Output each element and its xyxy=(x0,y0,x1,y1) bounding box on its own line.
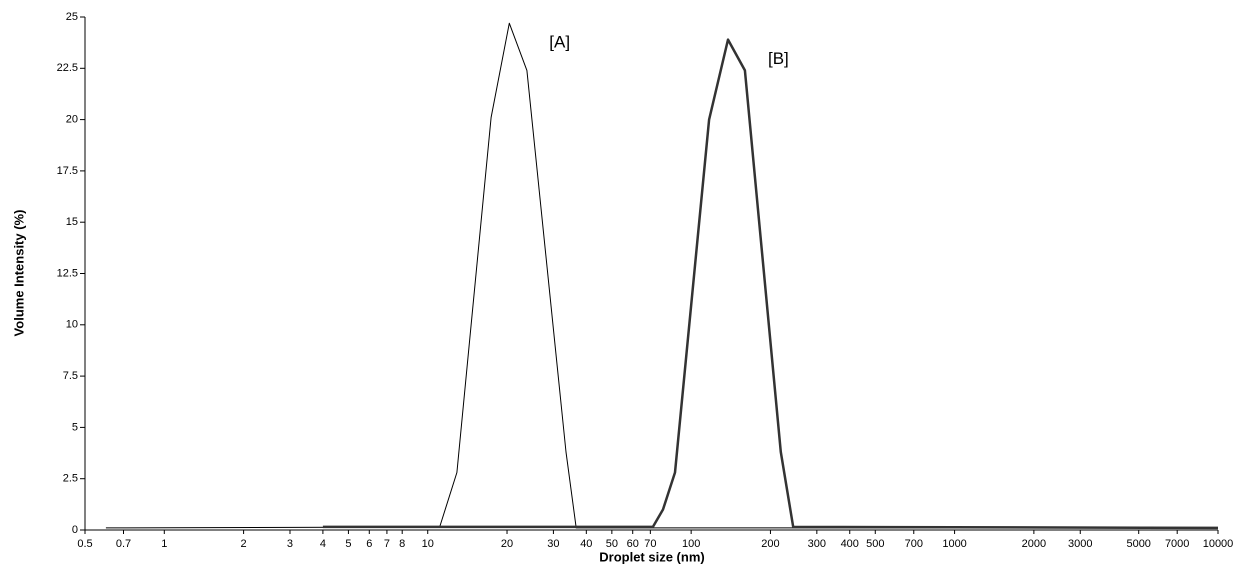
x-tick-label: 400 xyxy=(841,538,859,550)
y-axis-title: Volume Intensity (%) xyxy=(11,210,26,337)
x-tick-label: 5000 xyxy=(1126,538,1150,550)
line-series xyxy=(105,22,1218,529)
x-tick-label: 4 xyxy=(320,538,326,550)
y-tick-label: 22.5 xyxy=(57,62,78,74)
y-tick-label: 15 xyxy=(66,216,78,228)
y-tick-label: 0 xyxy=(72,524,78,536)
x-tick-label: 2000 xyxy=(1022,538,1046,550)
x-tick-label: 1 xyxy=(161,538,167,550)
y-tick-label: 10 xyxy=(66,319,78,331)
x-tick-label: 7000 xyxy=(1165,538,1189,550)
x-tick-label: 7 xyxy=(384,538,390,550)
x-tick-label: 60 xyxy=(627,538,639,550)
x-tick-label: 500 xyxy=(866,538,884,550)
y-tick-label: 12.5 xyxy=(57,267,78,279)
x-tick-label: 100 xyxy=(682,538,700,550)
x-tick-label: 70 xyxy=(644,538,656,550)
y-tick-label: 20 xyxy=(66,114,78,126)
x-tick-label: 40 xyxy=(580,538,592,550)
x-tick-label: 2 xyxy=(241,538,247,550)
line-series xyxy=(322,38,1219,530)
x-tick-label: 20 xyxy=(501,538,513,550)
y-tick-label: 2.5 xyxy=(63,473,78,485)
y-tick-label: 5 xyxy=(72,421,78,433)
x-tick-label: 10000 xyxy=(1203,538,1234,550)
y-tick-label: 17.5 xyxy=(57,165,78,177)
x-tick-label: 5 xyxy=(345,538,351,550)
y-tick-label: 25 xyxy=(66,11,78,23)
x-tick-label: 6 xyxy=(366,538,372,550)
series-label: [A] xyxy=(549,33,570,52)
x-axis-title: Droplet size (nm) xyxy=(599,549,704,564)
x-tick-label: 700 xyxy=(905,538,923,550)
x-tick-label: 8 xyxy=(399,538,405,550)
x-tick-label: 200 xyxy=(761,538,779,550)
x-tick-label: 10 xyxy=(422,538,434,550)
x-tick-label: 3 xyxy=(287,538,293,550)
x-tick-label: 50 xyxy=(606,538,618,550)
x-tick-label: 300 xyxy=(808,538,826,550)
x-tick-label: 0.7 xyxy=(116,538,131,550)
x-tick-label: 30 xyxy=(547,538,559,550)
y-tick-label: 7.5 xyxy=(63,370,78,382)
x-tick-label: 3000 xyxy=(1068,538,1092,550)
series-label: [B] xyxy=(768,49,789,68)
x-tick-label: 0.5 xyxy=(77,538,92,550)
x-tick-label: 1000 xyxy=(942,538,966,550)
